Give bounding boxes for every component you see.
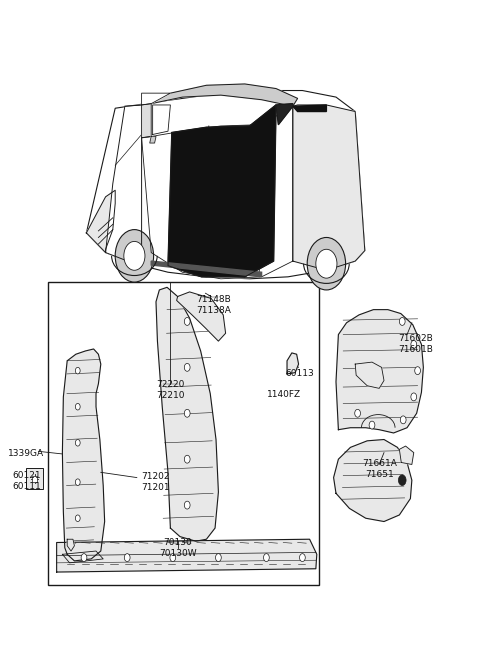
Circle shape xyxy=(400,416,406,424)
Text: 1140FZ: 1140FZ xyxy=(267,390,301,400)
Circle shape xyxy=(300,554,305,562)
Circle shape xyxy=(75,440,80,446)
Polygon shape xyxy=(287,353,299,374)
Circle shape xyxy=(81,554,87,562)
Circle shape xyxy=(307,237,346,290)
Text: 72220
72210: 72220 72210 xyxy=(156,380,185,400)
Circle shape xyxy=(216,554,221,562)
Circle shape xyxy=(75,479,80,485)
Text: 60121
60111: 60121 60111 xyxy=(12,471,41,491)
Polygon shape xyxy=(399,446,414,464)
Polygon shape xyxy=(150,136,156,143)
Polygon shape xyxy=(293,105,365,270)
Polygon shape xyxy=(153,105,170,134)
Polygon shape xyxy=(168,105,276,277)
Circle shape xyxy=(355,409,360,417)
Polygon shape xyxy=(106,105,142,264)
Bar xyxy=(48,282,319,585)
Circle shape xyxy=(184,318,190,325)
Polygon shape xyxy=(86,91,365,279)
Circle shape xyxy=(369,421,375,429)
Circle shape xyxy=(170,554,176,562)
Text: 71602B
71601B: 71602B 71601B xyxy=(398,335,432,354)
Polygon shape xyxy=(334,440,412,522)
Text: 70130
70130W: 70130 70130W xyxy=(159,538,196,558)
Circle shape xyxy=(399,318,405,325)
Circle shape xyxy=(184,501,190,509)
Polygon shape xyxy=(336,310,423,433)
Circle shape xyxy=(415,367,420,375)
Circle shape xyxy=(411,393,417,401)
Circle shape xyxy=(75,403,80,410)
Polygon shape xyxy=(276,104,293,125)
Polygon shape xyxy=(355,362,384,388)
Polygon shape xyxy=(142,106,293,279)
Circle shape xyxy=(124,241,145,270)
Polygon shape xyxy=(156,287,218,541)
Circle shape xyxy=(184,363,190,371)
Text: 71202
71201: 71202 71201 xyxy=(142,472,170,492)
Circle shape xyxy=(75,515,80,522)
Circle shape xyxy=(316,249,337,278)
Circle shape xyxy=(115,230,154,282)
Polygon shape xyxy=(62,551,103,563)
Polygon shape xyxy=(86,190,115,253)
Circle shape xyxy=(184,409,190,417)
Circle shape xyxy=(398,475,406,485)
Polygon shape xyxy=(177,292,226,341)
Text: 71661A
71651: 71661A 71651 xyxy=(362,459,396,479)
Polygon shape xyxy=(293,105,326,112)
Polygon shape xyxy=(57,539,317,572)
Text: 71148B
71138A: 71148B 71138A xyxy=(196,295,231,315)
Text: 60113: 60113 xyxy=(286,369,314,379)
FancyBboxPatch shape xyxy=(26,468,43,489)
Circle shape xyxy=(75,367,80,374)
Circle shape xyxy=(184,455,190,463)
Polygon shape xyxy=(142,93,170,105)
Circle shape xyxy=(264,554,269,562)
Polygon shape xyxy=(62,349,105,561)
Circle shape xyxy=(411,340,417,348)
Polygon shape xyxy=(142,84,298,106)
Bar xyxy=(32,476,37,482)
Circle shape xyxy=(124,554,130,562)
Polygon shape xyxy=(151,261,262,277)
Polygon shape xyxy=(142,104,151,138)
Text: 1339GA: 1339GA xyxy=(8,449,45,459)
Polygon shape xyxy=(67,539,74,551)
